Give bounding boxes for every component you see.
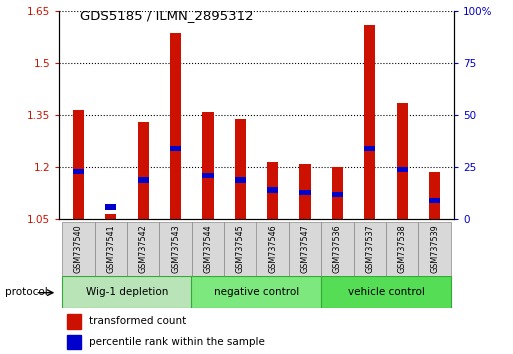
Text: percentile rank within the sample: percentile rank within the sample bbox=[89, 337, 265, 347]
Bar bbox=[429, 198, 440, 204]
Bar bbox=[67, 335, 81, 349]
Bar bbox=[137, 122, 149, 219]
Text: GSM737536: GSM737536 bbox=[333, 224, 342, 273]
Bar bbox=[397, 103, 408, 219]
Text: GSM737541: GSM737541 bbox=[106, 224, 115, 273]
Text: transformed count: transformed count bbox=[89, 316, 186, 326]
Bar bbox=[397, 167, 408, 172]
Text: negative control: negative control bbox=[214, 287, 299, 297]
Text: GSM737539: GSM737539 bbox=[430, 224, 439, 273]
Bar bbox=[105, 204, 116, 210]
Bar bbox=[300, 164, 311, 219]
Bar bbox=[289, 222, 321, 275]
Bar bbox=[105, 214, 116, 219]
Text: GSM737544: GSM737544 bbox=[204, 224, 212, 273]
Bar bbox=[429, 172, 440, 219]
Bar bbox=[256, 222, 289, 275]
Text: GSM737543: GSM737543 bbox=[171, 224, 180, 273]
Text: GSM737538: GSM737538 bbox=[398, 224, 407, 273]
Bar bbox=[234, 119, 246, 219]
Bar bbox=[234, 177, 246, 183]
Bar bbox=[332, 167, 343, 219]
Bar bbox=[191, 276, 322, 308]
Bar bbox=[300, 189, 311, 195]
Bar bbox=[73, 110, 84, 219]
Bar bbox=[418, 222, 451, 275]
Text: GDS5185 / ILMN_2895312: GDS5185 / ILMN_2895312 bbox=[80, 9, 253, 22]
Bar bbox=[170, 146, 181, 151]
Bar bbox=[267, 162, 279, 219]
Bar bbox=[224, 222, 256, 275]
Bar bbox=[67, 314, 81, 329]
Text: GSM737546: GSM737546 bbox=[268, 224, 277, 273]
Bar bbox=[202, 112, 213, 219]
Bar bbox=[192, 222, 224, 275]
Text: protocol: protocol bbox=[5, 287, 48, 297]
Bar bbox=[386, 222, 419, 275]
Text: GSM737537: GSM737537 bbox=[365, 224, 374, 273]
Bar bbox=[364, 146, 376, 151]
Bar bbox=[267, 188, 279, 193]
Bar bbox=[62, 222, 95, 275]
Bar bbox=[127, 222, 160, 275]
Bar bbox=[202, 173, 213, 178]
Bar bbox=[364, 24, 376, 219]
Bar bbox=[137, 177, 149, 183]
Bar bbox=[62, 276, 192, 308]
Bar bbox=[73, 169, 84, 174]
Bar bbox=[94, 222, 127, 275]
Text: GSM737547: GSM737547 bbox=[301, 224, 309, 273]
Bar bbox=[159, 222, 192, 275]
Text: GSM737542: GSM737542 bbox=[139, 224, 148, 273]
Bar bbox=[353, 222, 386, 275]
Text: GSM737540: GSM737540 bbox=[74, 224, 83, 273]
Text: Wig-1 depletion: Wig-1 depletion bbox=[86, 287, 168, 297]
Bar bbox=[321, 222, 354, 275]
Bar bbox=[170, 33, 181, 219]
Text: GSM737545: GSM737545 bbox=[236, 224, 245, 273]
Text: vehicle control: vehicle control bbox=[348, 287, 424, 297]
Bar bbox=[321, 276, 451, 308]
Bar bbox=[332, 192, 343, 197]
